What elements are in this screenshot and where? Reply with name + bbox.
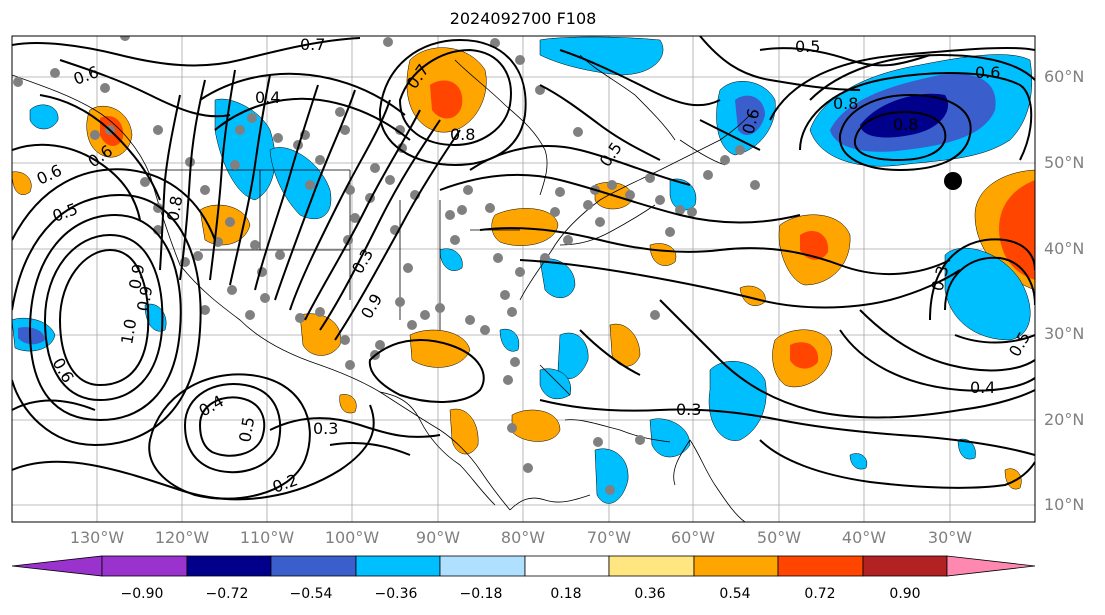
contour-label: 0.8 (833, 94, 858, 113)
colorbar-swatch (608, 555, 695, 577)
lon-label: 60°W (670, 528, 716, 547)
colorbar-tick-label: 0.36 (634, 586, 666, 602)
colorbar-tick-label: 0.72 (804, 586, 836, 602)
lat-label: 30°N (1044, 324, 1085, 343)
station-dots (13, 36, 760, 495)
contour-label: 0.5 (795, 37, 820, 56)
colorbar-swatch (439, 555, 526, 577)
colorbar-swatch (862, 555, 948, 577)
colorbar-swatch (270, 555, 357, 577)
map-frame (11, 35, 1036, 523)
lat-label: 40°N (1044, 239, 1085, 258)
contour-label: 1.0 (117, 317, 140, 345)
colorbar-tick-label: 0.54 (719, 586, 751, 602)
coastlines (12, 54, 756, 522)
contour-label: 0.3 (676, 400, 701, 419)
colorbar-swatch (946, 555, 1036, 577)
contour-label: 0.9 (133, 284, 156, 312)
lon-label: 70°W (586, 528, 632, 547)
graticule (12, 36, 1035, 522)
contour-label: 0.3 (313, 419, 338, 438)
colorbar-tick-label: −0.36 (374, 586, 418, 602)
lon-label: 30°W (927, 528, 973, 547)
contour-label: 0.4 (970, 378, 995, 397)
marker-dot (944, 172, 962, 190)
lon-label: 100°W (324, 528, 380, 547)
lon-label: 110°W (239, 528, 295, 547)
lat-label: 50°N (1044, 153, 1085, 172)
colorbar-swatch (693, 555, 779, 577)
contour-label: 0.7 (300, 35, 325, 54)
colorbar (11, 555, 1036, 577)
colorbar-swatch (355, 555, 441, 577)
colorbar-swatch (11, 555, 103, 577)
shaded-fields (12, 36, 1035, 504)
colorbar-tick-label: 0.18 (550, 586, 582, 602)
contour-label: 0.6 (975, 63, 1000, 82)
contour-label: 0.8 (163, 194, 186, 222)
lon-label: 80°W (500, 528, 546, 547)
colorbar-tick-label: −0.54 (289, 586, 333, 602)
colorbar-swatch (186, 555, 272, 577)
lon-label: 40°W (841, 528, 887, 547)
lon-label: 90°W (415, 528, 461, 547)
colorbar-tick-label: 0.90 (889, 586, 921, 602)
colorbar-tick-label: −0.90 (120, 586, 164, 602)
contour-lines (12, 36, 1035, 501)
colorbar-tick-label: −0.72 (205, 586, 249, 602)
lon-label: 130°W (69, 528, 125, 547)
lat-label: 10°N (1044, 495, 1085, 514)
contour-label: 0.8 (893, 115, 918, 134)
contour-label: 0.5 (235, 415, 258, 443)
lat-label: 20°N (1044, 410, 1085, 429)
map-title: 2024092700 F108 (449, 9, 597, 28)
lon-label: 50°W (756, 528, 802, 547)
contour-label: 0.9 (125, 262, 148, 290)
lon-label: 120°W (154, 528, 210, 547)
contour-label: 0.8 (450, 125, 475, 144)
colorbar-swatch (524, 555, 610, 577)
colorbar-swatch (777, 555, 864, 577)
colorbar-swatch (101, 555, 188, 577)
contour-label: 0.4 (255, 88, 280, 107)
lat-label: 60°N (1044, 67, 1085, 86)
colorbar-tick-label: −0.18 (459, 586, 503, 602)
